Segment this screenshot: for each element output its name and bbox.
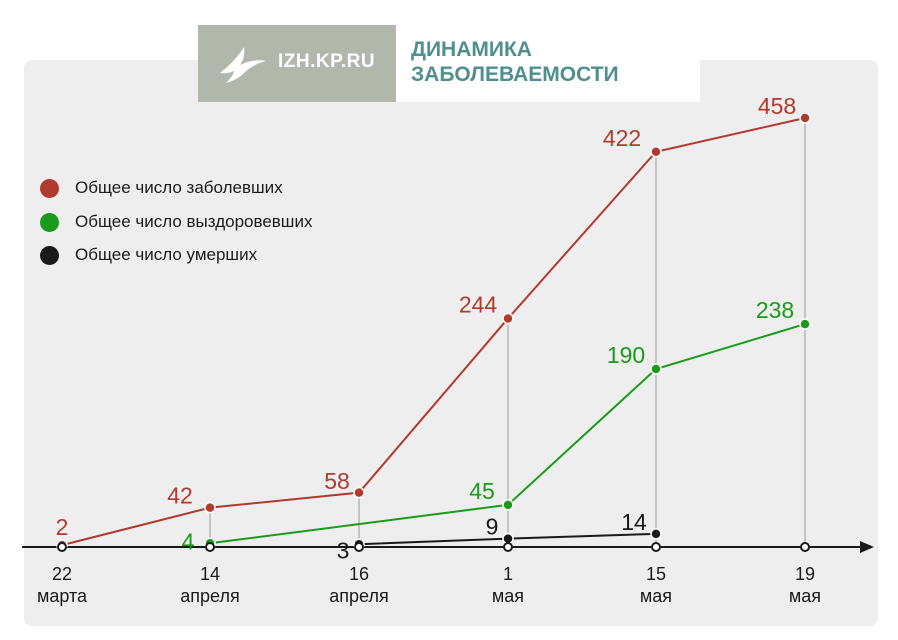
x-tick-label-day: 1 [503,564,513,584]
legend-label-deaths: Общее число умерших [75,245,258,264]
x-axis-arrow [860,541,874,553]
legend-item-deaths: Общее число умерших [40,244,257,266]
data-label: 422 [603,125,641,151]
legend-item-recovered: Общее число выздоровевших [40,211,312,233]
data-label: 42 [167,483,193,509]
legend-dot-deaths [40,245,59,265]
x-tick-label-day: 19 [795,564,815,584]
data-label: 58 [324,468,350,494]
legend-dot-recovered [40,212,59,232]
legend-label-recovered: Общее число выздоровевших [75,212,313,231]
data-label: 238 [756,297,794,323]
header-banner: IZH.KP.RU ДИНАМИКА ЗАБОЛЕВАЕМОСТИ [198,25,700,102]
data-label: 244 [459,292,498,318]
series-line-0 [61,117,806,547]
x-axis-tick [651,542,661,552]
data-point [799,318,811,330]
chart-title-line-1: ДИНАМИКА [411,38,532,61]
data-point [650,363,662,375]
x-axis-tick [800,542,810,552]
legend-dot-cases [40,178,59,198]
x-tick-label-day: 14 [200,564,220,584]
data-label: 190 [607,342,645,368]
data-point [502,312,514,325]
x-tick-label-month: мая [640,586,672,606]
x-tick-label-month: марта [37,586,88,606]
data-label: 2 [56,514,69,540]
legend-item-cases: Общее число заболевших [40,177,283,199]
chart-title-line-2: ЗАБОЛЕВАЕМОСТИ [411,63,619,86]
swallow-bird-icon [220,47,266,83]
x-tick-label-day: 15 [646,564,666,584]
data-point [650,145,662,158]
chart-background-panel [24,60,878,626]
x-tick-label-month: апреля [180,586,239,606]
data-label: 9 [486,514,499,540]
x-tick-label-month: мая [789,586,821,606]
data-label: 4 [182,528,195,554]
data-label: 14 [621,509,647,535]
data-label: 45 [469,478,495,504]
x-axis-tick [354,542,364,552]
data-point [502,499,514,511]
series-line-1 [209,323,806,545]
x-axis-tick [205,542,215,552]
x-tick-label-day: 16 [349,564,369,584]
logo: IZH.KP.RU [198,25,396,102]
data-label: 3 [337,537,350,563]
x-axis-tick [503,542,513,552]
data-point [204,501,216,514]
x-tick-label-day: 22 [52,564,72,584]
data-point [650,528,662,540]
logo-text: IZH.KP.RU [278,51,376,72]
data-point [799,112,811,124]
chart-title: ДИНАМИКА ЗАБОЛЕВАЕМОСТИ [411,37,691,87]
x-tick-label-month: мая [492,586,524,606]
data-label: 458 [758,93,796,119]
legend-label-cases: Общее число заболевших [75,178,283,197]
x-tick-label-month: апреля [329,586,388,606]
data-point [353,486,365,499]
x-axis-tick [57,542,67,552]
